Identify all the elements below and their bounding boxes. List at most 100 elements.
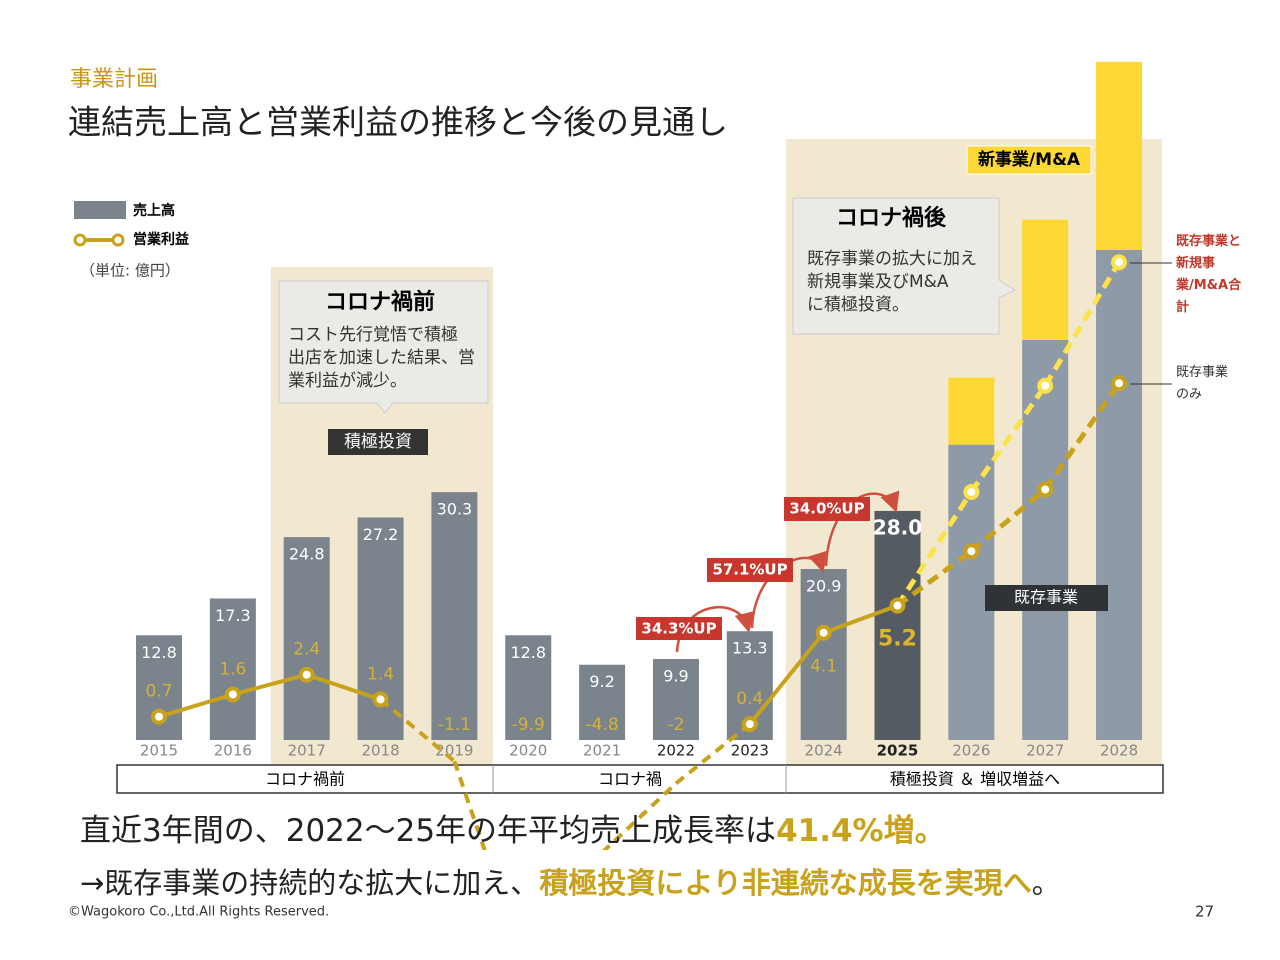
profit-line [452,760,487,850]
x-tick-label: 2018 [361,742,399,760]
callout [278,280,489,414]
copyright: ©Wagokoro Co.,Ltd.All Rights Reserved. [68,905,329,920]
bar-stack [1096,61,1143,250]
profit-label: 1.6 [219,659,246,679]
callout-title: コロナ禍後 [836,205,947,231]
profit-line [748,631,826,726]
legend-swatch [74,201,126,219]
value-label: 27.2 [363,525,399,544]
legend-label: 売上高 [133,202,175,219]
summary: 直近3年間の、2022〜25年の年平均売上成長率は41.4%増。 [80,813,946,849]
bar [209,598,256,740]
value-label: 9.9 [663,667,688,686]
projection-line [969,487,1047,554]
profit-label: 4.1 [810,657,837,677]
projection-line [1043,381,1122,491]
title: 連結売上高と営業利益の推移と今後の見通し [68,103,728,142]
growth-box [784,497,870,521]
summary-highlight: 積極投資により非連続な成長を実現へ [539,866,1031,900]
x-tick-label: 2015 [140,742,178,760]
value-label: 13.3 [732,639,768,658]
value-label: 12.8 [510,643,546,662]
x-tick-label: 2020 [509,742,547,760]
legend-swatch [73,233,87,247]
bar [874,510,921,740]
tag-label: 積極投資 [344,432,412,452]
bar [505,635,552,740]
profit-marker [815,624,832,641]
value-label: 17.3 [215,606,251,625]
projection-marker [963,543,980,560]
value-label: 20.9 [806,577,842,596]
growth-box [636,617,722,640]
profit-label: 1.4 [367,664,394,684]
tag [966,145,1092,175]
bar-stack [948,377,995,445]
profit-label: 2.4 [293,640,320,660]
projection-line [969,384,1048,494]
projection-marker [1037,377,1054,394]
x-tick-label: 2021 [583,742,621,760]
profit-marker [151,708,167,725]
period-label: コロナ禍 [598,770,662,789]
callout [792,197,1017,335]
value-label: 12.8 [141,643,177,662]
bar [1022,339,1069,740]
projection-marker [1037,481,1054,498]
profit-label: -2 [667,715,684,735]
x-tick-label: 2027 [1026,742,1064,760]
callout-text: 出店を加速した結果、営 [288,348,475,368]
bar [579,664,626,740]
bar [1096,249,1143,740]
profit-line [306,672,382,702]
profit-label: -1.1 [438,715,471,735]
summary: →既存事業の持続的な拡大に加え、積極投資により非連続な成長を実現へ。 [80,866,1061,900]
x-tick-label: 2019 [435,742,473,760]
profit-marker [741,716,758,733]
callout-title: コロナ禍前 [325,289,435,315]
x-tick-label: 2016 [214,742,252,760]
period-bar [116,764,1164,794]
series-label: 既存事業のみ [1176,365,1229,402]
category: 事業計画 [70,67,158,92]
profit-marker [298,666,315,683]
legend-swatch [111,233,125,247]
profit-marker [889,597,906,614]
x-tick-label: 2017 [288,742,326,760]
period-label: コロナ禍前 [265,770,345,789]
callout-text: 新規事業及びM&A [807,272,949,292]
summary-text: 直近3年間の、2022〜25年の年平均売上成長率は [80,813,776,849]
projection-marker [1111,254,1128,271]
x-tick-label: 2026 [952,742,990,760]
profit-line [158,692,234,719]
x-tick-label: 2025 [877,742,919,760]
profit-label: -4.8 [586,715,619,735]
profit-line [232,672,308,697]
profit-label: -9.9 [512,715,545,735]
projection-line [1043,260,1122,388]
callout-text: コスト先行覚悟で積極 [288,325,458,345]
bar [652,659,699,740]
growth-label: 34.0%UP [789,500,864,518]
value-label: 24.8 [289,545,325,564]
value-label: 30.3 [437,500,473,519]
projection-line [895,490,974,607]
value-label: 28.0 [873,515,922,539]
callout-text: 業利益が減少。 [288,371,407,391]
bar [431,492,478,740]
profit-marker [372,691,389,708]
tag-label: 既存事業 [1014,588,1078,607]
page-number: 27 [1195,903,1214,921]
profit-label: 5.2 [878,627,917,652]
series-label: 既存事業と新規事業/M&A合計 [1176,234,1242,315]
tag-label: 新事業/M&A [978,149,1081,170]
period-label: 積極投資 ＆ 増収増益へ [890,770,1060,789]
growth-label: 57.1%UP [712,561,787,579]
profit-label: 0.4 [736,689,763,709]
growth-label: 34.3%UP [641,620,716,638]
value-label: 9.2 [589,672,614,691]
tag [328,429,428,455]
summary-text: 。 [1032,866,1061,900]
profit-label: 0.7 [145,682,172,702]
